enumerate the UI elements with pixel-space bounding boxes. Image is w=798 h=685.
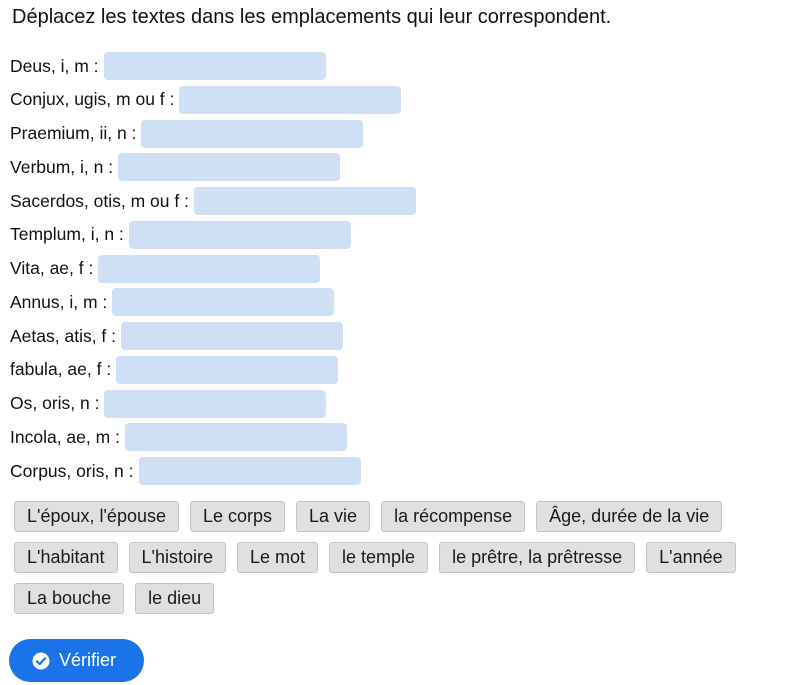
row-label: Verbum, i, n : — [10, 156, 114, 177]
word-chip[interactable]: le prêtre, la prêtresse — [439, 542, 636, 573]
drop-zone[interactable] — [116, 355, 339, 384]
row-label: Praemium, ii, n : — [10, 123, 137, 143]
match-row: Templum, i, n : — [10, 220, 416, 249]
word-bank: L'époux, l'épouse Le corps La vie la réc… — [14, 501, 784, 624]
drop-zone[interactable] — [121, 322, 344, 350]
drop-zone[interactable] — [124, 423, 347, 452]
match-row: Aetas, atis, f : — [10, 322, 416, 350]
word-chip[interactable]: La bouche — [14, 583, 125, 614]
match-row: Sacerdos, otis, m ou f : — [10, 187, 416, 215]
row-label: Incola, ae, m : — [10, 426, 120, 447]
word-chip[interactable]: L'habitant — [14, 542, 118, 573]
match-row: Praemium, ii, n : — [10, 119, 416, 148]
match-row: Os, oris, n : — [10, 389, 416, 418]
word-chip[interactable]: L'époux, l'épouse — [14, 501, 179, 532]
instruction-text: Déplacez les textes dans les emplacement… — [12, 6, 612, 28]
row-label: Annus, i, m : — [10, 291, 108, 312]
word-chip[interactable]: Le corps — [189, 501, 286, 532]
drop-zone[interactable] — [103, 52, 326, 80]
drop-zone[interactable] — [98, 254, 321, 283]
word-chip[interactable]: L'histoire — [128, 542, 226, 573]
match-row: Incola, ae, m : — [10, 423, 416, 452]
verify-button-label: Vérifier — [59, 650, 117, 670]
row-label: Os, oris, n : — [10, 393, 100, 413]
drop-zone[interactable] — [138, 457, 361, 485]
word-chip[interactable]: La vie — [296, 501, 371, 532]
match-row: fabula, ae, f : — [10, 355, 416, 384]
match-rows: Deus, i, m : Conjux, ugis, m ou f : Prae… — [10, 52, 416, 491]
verify-button[interactable]: Vérifier — [9, 639, 144, 682]
match-row: Vita, ae, f : — [10, 254, 416, 283]
drop-zone[interactable] — [112, 288, 335, 317]
row-label: Vita, ae, f : — [10, 258, 94, 278]
word-chip[interactable]: le temple — [329, 542, 429, 573]
row-label: Templum, i, n : — [10, 224, 124, 245]
drop-zone[interactable] — [193, 187, 416, 215]
word-chip[interactable]: Le mot — [237, 542, 319, 573]
row-label: Corpus, oris, n : — [10, 460, 134, 481]
match-row: Annus, i, m : — [10, 288, 416, 317]
match-row: Corpus, oris, n : — [10, 457, 416, 485]
word-bank-row: L'habitant L'histoire Le mot le temple l… — [14, 542, 784, 573]
drop-zone[interactable] — [141, 119, 364, 148]
drop-zone[interactable] — [104, 389, 327, 418]
row-label: Deus, i, m : — [10, 55, 99, 76]
drop-zone[interactable] — [118, 153, 341, 182]
match-row: Deus, i, m : — [10, 52, 416, 80]
match-row: Verbum, i, n : — [10, 153, 416, 182]
check-circle-icon — [32, 652, 50, 670]
row-label: fabula, ae, f : — [10, 359, 112, 380]
row-label: Sacerdos, otis, m ou f : — [10, 190, 189, 211]
row-label: Conjux, ugis, m ou f : — [10, 89, 175, 110]
word-chip[interactable]: le dieu — [135, 583, 215, 614]
word-bank-row: La bouche le dieu — [14, 583, 784, 614]
word-chip[interactable]: L'année — [646, 542, 736, 573]
word-chip[interactable]: Âge, durée de la vie — [536, 501, 723, 532]
word-bank-row: L'époux, l'épouse Le corps La vie la réc… — [14, 501, 784, 532]
drop-zone[interactable] — [128, 220, 351, 249]
match-row: Conjux, ugis, m ou f : — [10, 85, 416, 114]
drop-zone[interactable] — [179, 85, 402, 114]
row-label: Aetas, atis, f : — [10, 325, 117, 346]
word-chip[interactable]: la récompense — [381, 501, 526, 532]
